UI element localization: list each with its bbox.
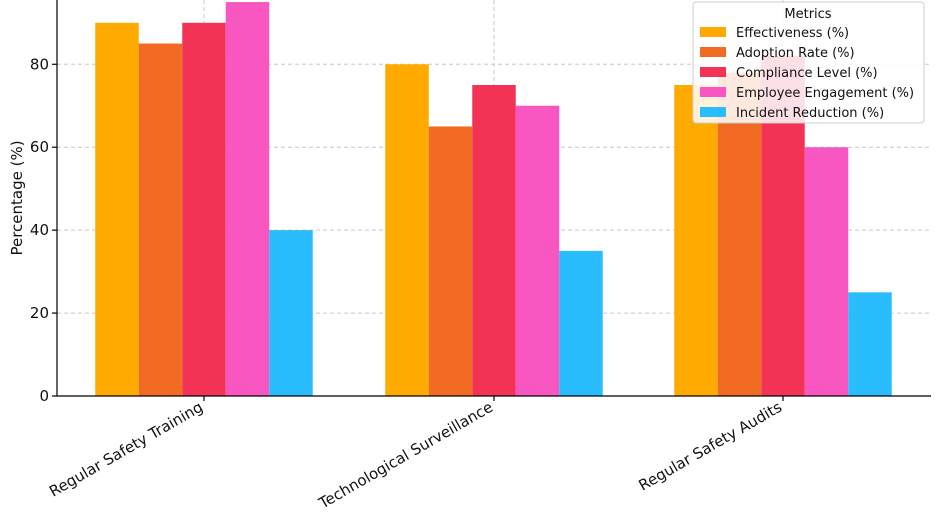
x-tick-label: Technological Surveillance: [315, 398, 496, 513]
y-tick-label: 0: [39, 387, 49, 405]
y-tick-label: 40: [30, 221, 49, 239]
bar: [515, 105, 560, 396]
y-ticks: 0 20 40 60 80: [30, 55, 57, 405]
bar: [138, 43, 183, 396]
y-axis-title: Percentage (%): [8, 140, 26, 255]
legend-label: Effectiveness (%): [736, 26, 849, 41]
legend-swatch: [700, 67, 726, 77]
bar: [269, 230, 313, 396]
bar: [848, 292, 892, 396]
legend-title: Metrics: [784, 7, 831, 22]
bar: [674, 85, 718, 396]
y-tick-label: 60: [30, 138, 49, 156]
bar: [717, 72, 762, 397]
legend: Metrics Effectiveness (%) Adoption Rate (…: [692, 1, 925, 124]
bar: [182, 22, 226, 397]
x-ticks: Regular Safety Training Technological Sur…: [46, 396, 785, 513]
legend-swatch: [700, 107, 726, 117]
legend-swatch: [700, 27, 726, 37]
legend-box: [692, 1, 925, 124]
bars: [95, 2, 892, 397]
bar: [225, 2, 270, 396]
bar: [559, 250, 603, 396]
legend-label: Incident Reduction (%): [736, 106, 884, 121]
bar: [804, 147, 849, 396]
x-tick-label: Regular Safety Training: [46, 398, 206, 501]
legend-label: Employee Engagement (%): [736, 86, 914, 101]
bar: [428, 126, 473, 397]
legend-label: Compliance Level (%): [736, 66, 878, 81]
bar: [385, 64, 429, 397]
y-tick-label: 20: [30, 304, 49, 322]
y-tick-label: 80: [30, 55, 49, 73]
bar: [95, 22, 139, 397]
legend-swatch: [700, 87, 726, 97]
bar: [472, 85, 516, 396]
legend-swatch: [700, 47, 726, 57]
legend-label: Adoption Rate (%): [736, 46, 855, 61]
x-tick-label: Regular Safety Audits: [636, 398, 786, 495]
